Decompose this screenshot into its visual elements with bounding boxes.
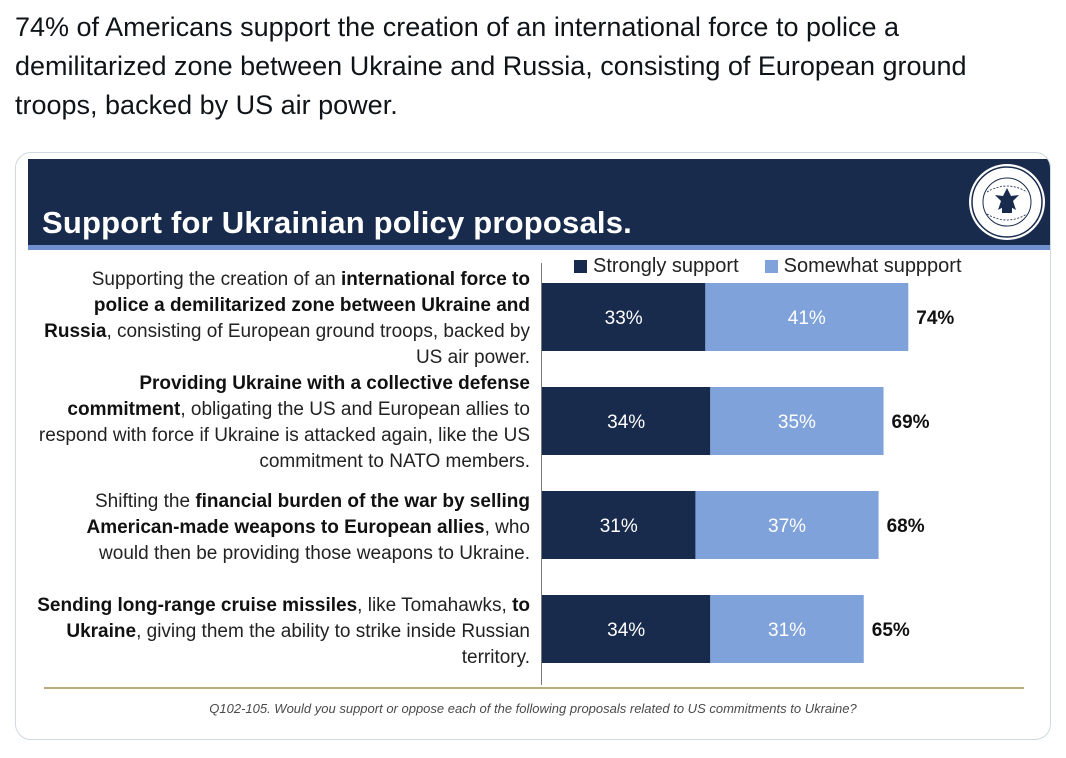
bar-strong-4 bbox=[542, 595, 711, 663]
bar-label-strong-1: 33% bbox=[605, 308, 643, 329]
bar-label-somewhat-1: 41% bbox=[788, 308, 826, 329]
legend-label-somewhat: Somewhat suppport bbox=[783, 254, 962, 277]
bar-label-somewhat-4: 31% bbox=[768, 620, 806, 641]
legend-swatch-strong bbox=[574, 259, 587, 273]
bar-label-somewhat-2: 35% bbox=[778, 412, 816, 433]
total-label-4: 65% bbox=[872, 620, 910, 641]
footer-rule bbox=[44, 687, 1024, 689]
category-axis-line bbox=[541, 263, 542, 685]
question-footnote: Q102-105. Would you support or oppose ea… bbox=[209, 701, 857, 716]
total-label-2: 69% bbox=[892, 412, 930, 433]
header-accent-stripe bbox=[28, 245, 1050, 250]
total-label-1: 74% bbox=[916, 308, 954, 329]
bar-strong-2 bbox=[542, 387, 711, 455]
bar-chart: 33% 41% 74% 34% 35% 69% 31% 37% 68% 34% 31% 65% bbox=[542, 283, 954, 663]
tweet-text: 74% of Americans support the creation of… bbox=[15, 12, 967, 120]
row-label-3: Shifting the financial burden of the war… bbox=[86, 491, 531, 564]
chart-area: Strongly support Somewhat suppport Suppo… bbox=[16, 253, 1050, 685]
slide-title: Support for Ukrainian policy proposals. bbox=[42, 205, 632, 240]
row-label-2: Providing Ukraine with a collective defe… bbox=[38, 373, 530, 472]
row-label-4: Sending long-range cruise missiles, like… bbox=[37, 595, 530, 668]
bar-somewhat-4 bbox=[710, 595, 864, 663]
legend-item-somewhat: Somewhat suppport bbox=[764, 254, 962, 278]
bar-label-strong-4: 34% bbox=[607, 620, 645, 641]
bar-label-strong-2: 34% bbox=[607, 412, 645, 433]
bar-label-somewhat-3: 37% bbox=[768, 516, 806, 537]
slide-header: Support for Ukrainian policy proposals. bbox=[28, 159, 1050, 250]
image-card[interactable]: Support for Ukrainian policy proposals. … bbox=[15, 152, 1051, 740]
legend-swatch-somewhat bbox=[764, 259, 778, 273]
presidential-foundation-seal-icon bbox=[969, 164, 1045, 240]
bar-label-strong-3: 31% bbox=[600, 516, 638, 537]
bar-strong-1 bbox=[542, 283, 706, 351]
bar-strong-3 bbox=[542, 491, 696, 559]
row-label-1: Supporting the creation of an internatio… bbox=[44, 269, 530, 368]
chart-legend: Strongly support Somewhat suppport bbox=[574, 253, 988, 279]
bar-somewhat-1 bbox=[705, 283, 909, 351]
legend-label-strong: Strongly support bbox=[593, 254, 739, 277]
bar-somewhat-3 bbox=[695, 491, 879, 559]
bar-somewhat-2 bbox=[710, 387, 884, 455]
total-label-3: 68% bbox=[887, 516, 925, 537]
legend-item-strong: Strongly support bbox=[574, 255, 739, 278]
